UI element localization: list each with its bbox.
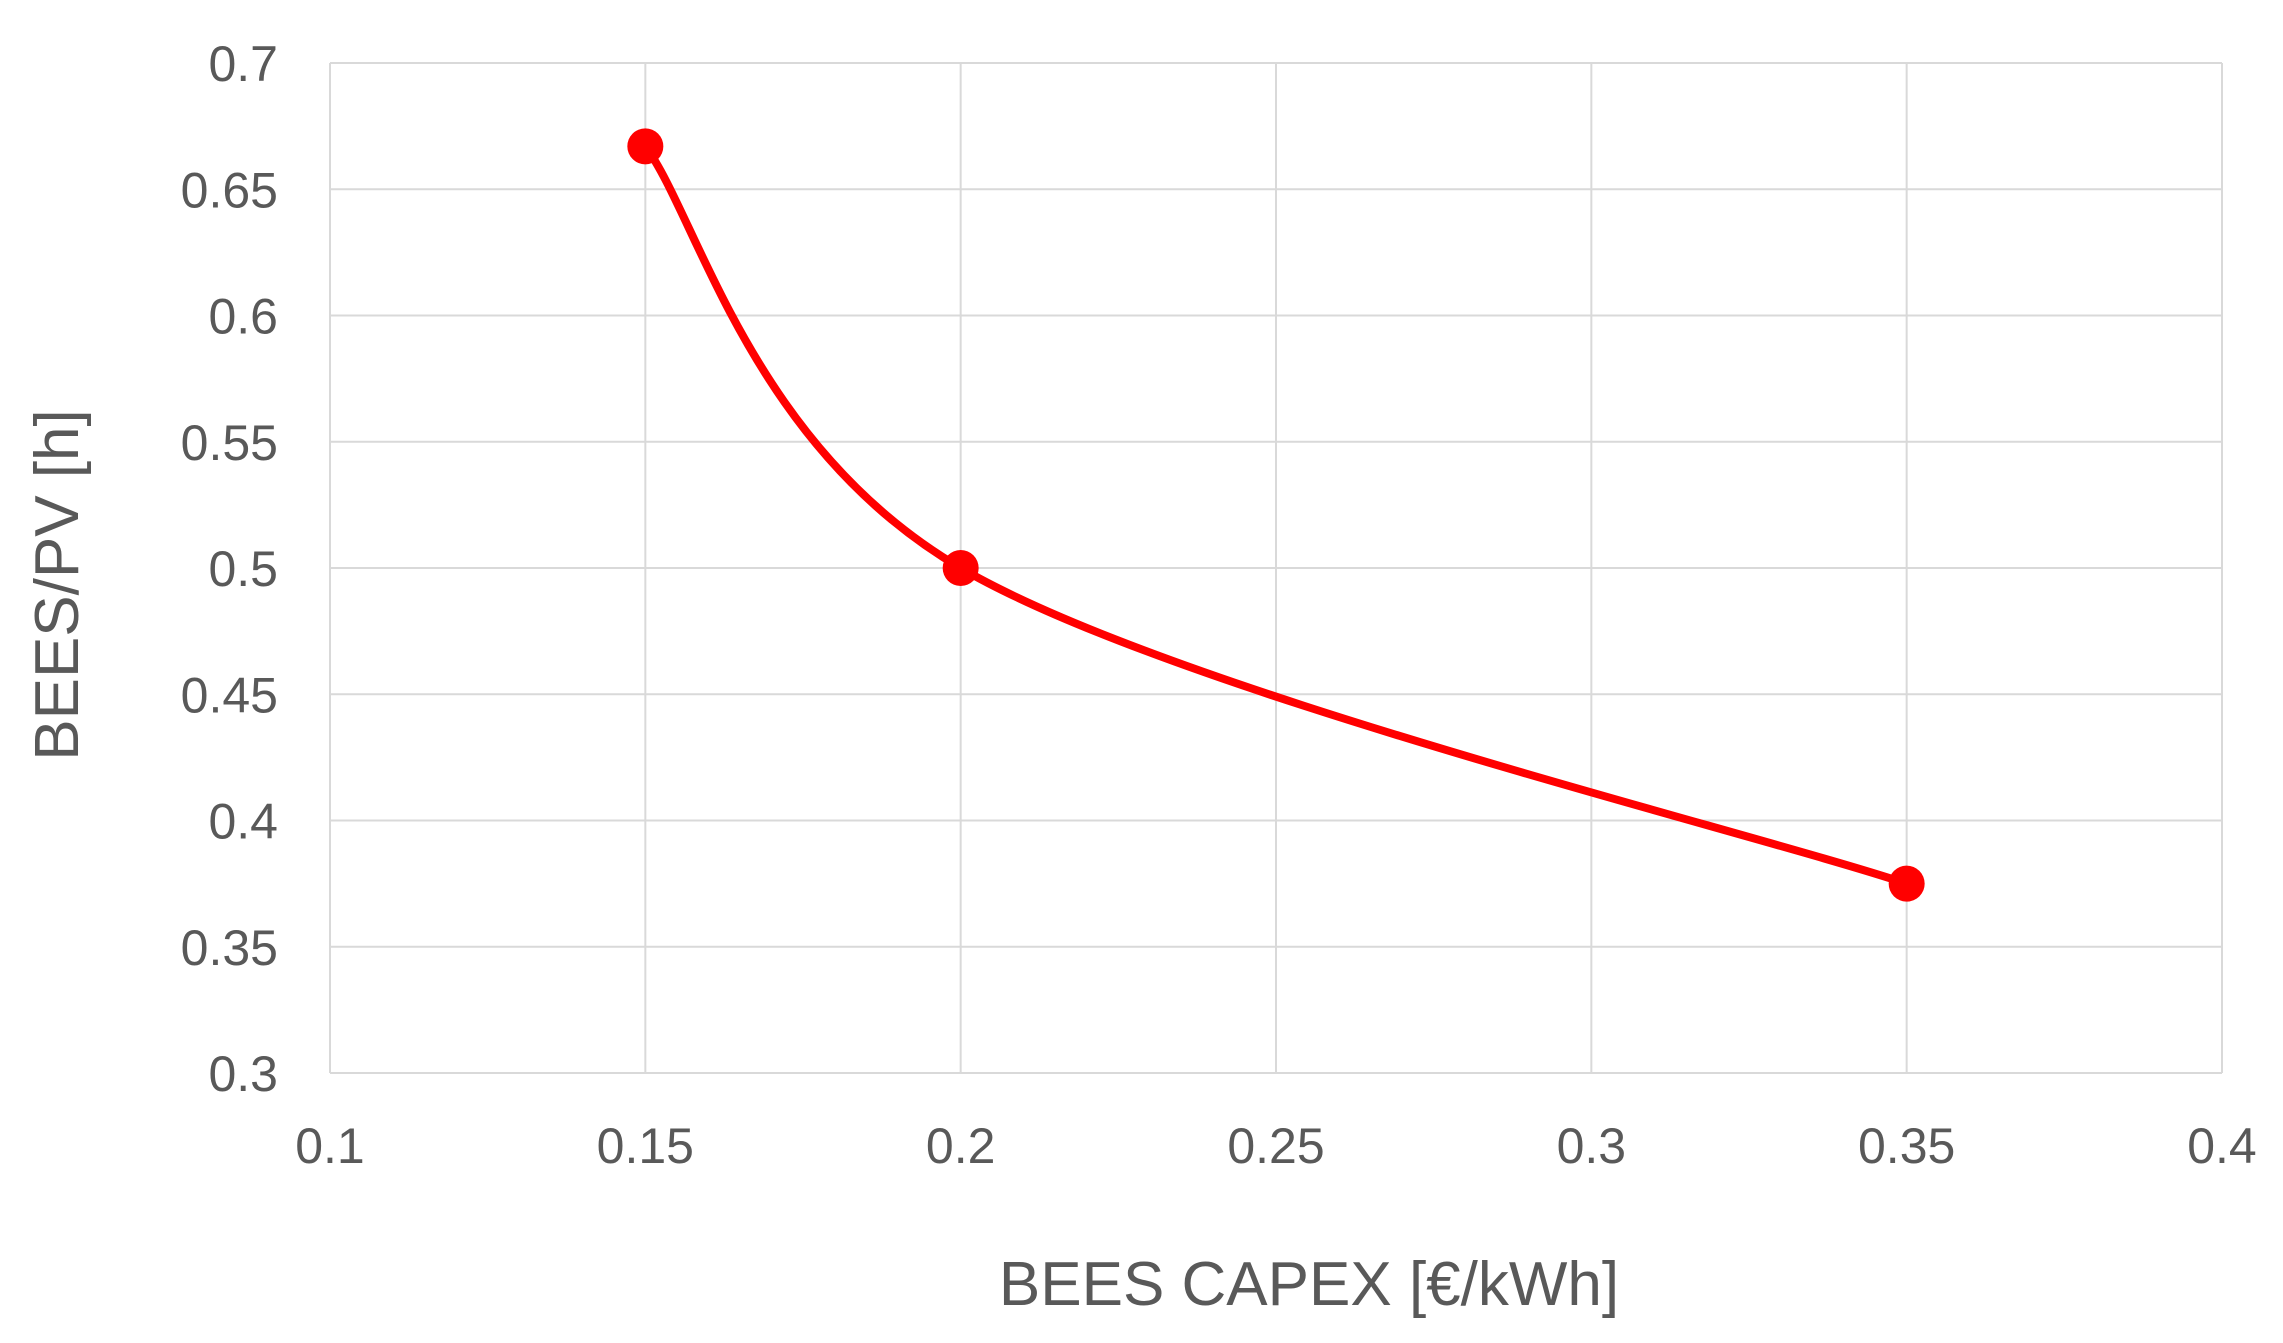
y-tick-label: 0.3	[208, 1046, 278, 1102]
y-tick-label: 0.6	[208, 289, 278, 345]
x-tick-label: 0.25	[1227, 1118, 1324, 1174]
data-point	[1888, 865, 1925, 902]
y-axis-title: BEES/PV [h]	[23, 409, 92, 761]
y-tick-label: 0.5	[208, 541, 278, 597]
y-tick-label: 0.65	[181, 162, 278, 218]
x-tick-label: 0.3	[1557, 1118, 1627, 1174]
x-tick-label: 0.1	[295, 1118, 365, 1174]
x-axis-ticks: 0.1 0.15 0.2 0.25 0.3 0.35 0.4	[295, 1118, 2257, 1174]
x-tick-label: 0.2	[926, 1118, 996, 1174]
y-tick-label: 0.55	[181, 415, 278, 471]
data-point	[942, 550, 979, 586]
x-tick-label: 0.4	[2187, 1118, 2257, 1174]
data-point	[627, 128, 664, 165]
y-tick-label: 0.35	[181, 920, 278, 976]
y-axis-ticks: 0.3 0.35 0.4 0.45 0.5 0.55 0.6 0.65 0.7	[181, 36, 278, 1102]
x-axis-title: BEES CAPEX [€/kWh]	[999, 1250, 1619, 1319]
series-line	[641, 142, 1911, 888]
grid	[329, 62, 2223, 1074]
y-tick-label: 0.45	[181, 667, 278, 723]
x-tick-label: 0.15	[597, 1118, 694, 1174]
series-layer	[627, 128, 1925, 902]
x-tick-label: 0.35	[1858, 1118, 1955, 1174]
y-tick-label: 0.4	[208, 794, 278, 850]
y-tick-label: 0.7	[208, 36, 278, 92]
